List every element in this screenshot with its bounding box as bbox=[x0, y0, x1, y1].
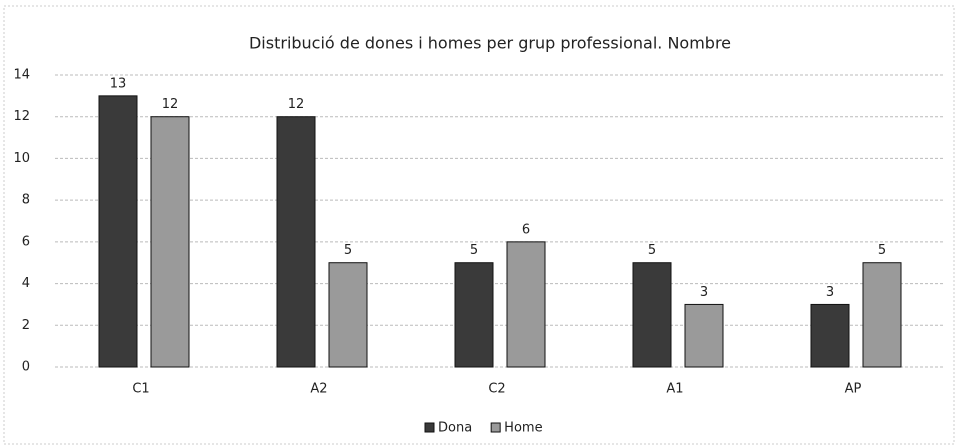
bar bbox=[454, 262, 494, 368]
bar bbox=[506, 241, 546, 368]
data-label: 5 bbox=[878, 243, 886, 258]
data-label: 5 bbox=[648, 243, 656, 258]
data-label: 3 bbox=[826, 285, 834, 300]
data-label: 5 bbox=[344, 243, 352, 258]
x-tick-label: C2 bbox=[488, 382, 505, 397]
bar bbox=[810, 303, 850, 368]
data-label: 3 bbox=[700, 285, 708, 300]
y-tick-label: 8 bbox=[22, 193, 30, 208]
legend-swatch bbox=[490, 422, 501, 433]
x-tick-label: AP bbox=[845, 382, 862, 397]
y-tick-label: 12 bbox=[13, 109, 30, 124]
bar bbox=[684, 303, 724, 368]
data-label: 5 bbox=[470, 243, 478, 258]
bar bbox=[632, 262, 672, 368]
x-tick-label: A2 bbox=[310, 382, 327, 397]
chart-title: Distribució de dones i homes per grup pr… bbox=[249, 34, 731, 53]
data-label: 12 bbox=[162, 97, 179, 112]
bar bbox=[862, 262, 902, 368]
bar bbox=[98, 95, 138, 368]
bar bbox=[276, 116, 316, 368]
data-label: 12 bbox=[288, 97, 305, 112]
y-tick-label: 0 bbox=[22, 360, 30, 375]
y-tick-label: 6 bbox=[22, 234, 30, 249]
x-tick-label: C1 bbox=[132, 382, 149, 397]
y-tick-label: 2 bbox=[22, 318, 30, 333]
y-tick-label: 10 bbox=[13, 151, 30, 166]
chart-frame bbox=[3, 5, 955, 445]
data-label: 13 bbox=[110, 76, 127, 91]
bar bbox=[150, 116, 190, 368]
y-tick-label: 4 bbox=[22, 276, 30, 291]
bar bbox=[328, 262, 368, 368]
legend-label: Home bbox=[504, 421, 542, 436]
legend-swatch bbox=[424, 422, 435, 433]
legend-label: Dona bbox=[438, 421, 472, 436]
x-tick-label: A1 bbox=[666, 382, 683, 397]
data-label: 6 bbox=[522, 222, 530, 237]
y-tick-label: 14 bbox=[13, 68, 30, 83]
